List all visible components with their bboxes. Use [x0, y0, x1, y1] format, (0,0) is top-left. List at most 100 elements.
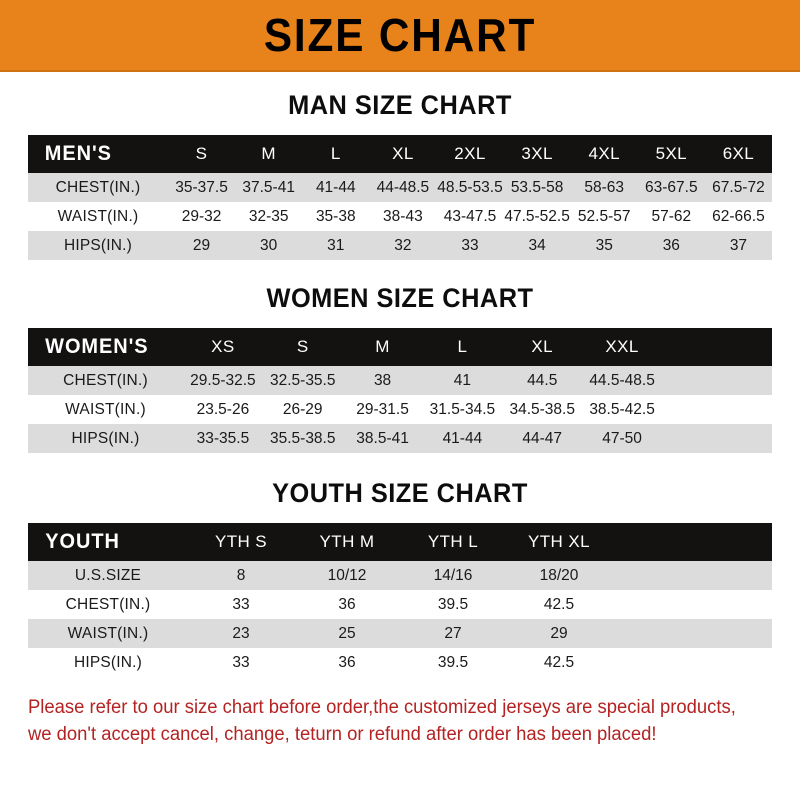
youth-col-header-s: YTH S: [214, 532, 268, 551]
men-chest-m: 37.5-41: [235, 173, 303, 202]
youth-table-header-row: YOUTH YTH S YTH M YTH L YTH XL: [28, 523, 772, 561]
men-col-header-m: M: [261, 144, 276, 163]
men-waist-3xl: 47.5-52.5: [503, 202, 571, 231]
women-hips-l: 41-44: [422, 424, 503, 453]
men-waist-4xl: 52.5-57: [570, 202, 638, 231]
note-line-1: Please refer to our size chart before or…: [28, 697, 736, 718]
men-waist-xl: 38-43: [369, 202, 437, 231]
women-chest-l: 41: [422, 366, 503, 395]
section-title-man: MAN SIZE CHART: [288, 90, 512, 120]
youth-col-header-m: YTH M: [319, 532, 375, 551]
men-col-header-5xl: 5XL: [655, 144, 688, 163]
women-chest-xs: 29.5-32.5: [183, 366, 263, 395]
women-hips-xl: 44-47: [502, 424, 583, 453]
youth-waist-filler: [612, 619, 772, 648]
women-col-header-xxl: XXL: [605, 337, 639, 356]
men-chest-4xl: 58-63: [570, 173, 638, 202]
women-col-header-l: L: [457, 337, 468, 356]
youth-chest-xl: 42.5: [506, 590, 612, 619]
women-header-filler: [662, 328, 772, 366]
men-col-header-xl: XL: [392, 144, 414, 163]
youth-hips-xl: 42.5: [506, 648, 612, 677]
women-col-header-xs: XS: [211, 337, 235, 356]
table-row: HIPS(IN.) 33 36 39.5 42.5: [28, 648, 772, 677]
women-col-header-s: S: [296, 337, 309, 356]
men-waist-l: 35-38: [302, 202, 370, 231]
table-row: CHEST(IN.) 29.5-32.5 32.5-35.5 38 41 44.…: [28, 366, 772, 395]
youth-row-label-chest: CHEST(IN.): [28, 590, 188, 619]
youth-chest-filler: [612, 590, 772, 619]
women-chest-xxl: 44.5-48.5: [582, 366, 662, 395]
men-chest-5xl: 63-67.5: [637, 173, 705, 202]
men-col-header-s: S: [195, 144, 208, 163]
men-waist-5xl: 57-62: [637, 202, 705, 231]
youth-ussize-m: 10/12: [294, 561, 400, 590]
men-waist-2xl: 43-47.5: [436, 202, 504, 231]
women-waist-xl: 34.5-38.5: [502, 395, 583, 424]
youth-col-header-xl: YTH XL: [528, 532, 590, 551]
women-col-header-m: M: [375, 337, 390, 356]
men-chest-l: 41-44: [302, 173, 370, 202]
women-chest-m: 38: [342, 366, 423, 395]
youth-header-filler: [612, 523, 772, 561]
men-row-label-waist: WAIST(IN.): [28, 202, 168, 231]
youth-hips-filler: [612, 648, 772, 677]
men-waist-6xl: 62-66.5: [704, 202, 772, 231]
note-line-2: we don't accept cancel, change, teturn o…: [28, 723, 657, 745]
women-waist-xs: 23.5-26: [183, 395, 263, 424]
women-waist-filler: [662, 395, 772, 424]
youth-ussize-xl: 18/20: [506, 561, 612, 590]
youth-ussize-filler: [612, 561, 772, 590]
women-hips-filler: [662, 424, 772, 453]
youth-hips-m: 36: [294, 648, 400, 677]
youth-chest-m: 36: [294, 590, 400, 619]
women-row-label-chest: CHEST(IN.): [28, 366, 183, 395]
table-row: CHEST(IN.) 35-37.5 37.5-41 41-44 44-48.5…: [28, 173, 772, 202]
women-chest-s: 32.5-35.5: [262, 366, 343, 395]
youth-waist-m: 25: [294, 619, 400, 648]
men-hips-xl: 32: [369, 231, 437, 260]
women-corner-label: WOMEN'S: [45, 335, 149, 358]
men-col-header-4xl: 4XL: [588, 144, 620, 163]
men-waist-m: 32-35: [235, 202, 303, 231]
men-chest-xl: 44-48.5: [369, 173, 437, 202]
women-hips-s: 35.5-38.5: [262, 424, 343, 453]
men-hips-2xl: 33: [436, 231, 504, 260]
men-hips-l: 31: [302, 231, 370, 260]
men-chest-s: 35-37.5: [168, 173, 236, 202]
women-size-table: WOMEN'S XS S M L XL XXL CHEST(IN.) 29.5-…: [28, 328, 772, 453]
table-row: WAIST(IN.) 23.5-26 26-29 29-31.5 31.5-34…: [28, 395, 772, 424]
men-row-label-chest: CHEST(IN.): [28, 173, 168, 202]
youth-row-label-ussize: U.S.SIZE: [28, 561, 188, 590]
men-waist-s: 29-32: [168, 202, 236, 231]
youth-hips-l: 39.5: [400, 648, 506, 677]
page-banner: SIZE CHART: [0, 0, 800, 72]
women-chest-filler: [662, 366, 772, 395]
men-hips-4xl: 35: [570, 231, 638, 260]
page-title: SIZE CHART: [263, 9, 537, 61]
women-hips-xxl: 47-50: [582, 424, 662, 453]
section-man: MAN SIZE CHART MEN'S S M L XL 2XL 3XL 4X…: [0, 90, 800, 260]
men-hips-3xl: 34: [503, 231, 571, 260]
women-hips-xs: 33-35.5: [183, 424, 263, 453]
men-chest-3xl: 53.5-58: [503, 173, 571, 202]
men-hips-6xl: 37: [704, 231, 772, 260]
women-waist-m: 29-31.5: [342, 395, 423, 424]
youth-hips-s: 33: [188, 648, 294, 677]
youth-ussize-l: 14/16: [400, 561, 506, 590]
men-chest-6xl: 67.5-72: [704, 173, 772, 202]
table-row: HIPS(IN.) 29 30 31 32 33 34 35 36 37: [28, 231, 772, 260]
men-col-header-2xl: 2XL: [454, 144, 486, 163]
women-col-header-xl: XL: [531, 337, 554, 356]
youth-ussize-s: 8: [188, 561, 294, 590]
section-women: WOMEN SIZE CHART WOMEN'S XS S M L XL XXL: [0, 283, 800, 453]
men-hips-s: 29: [168, 231, 236, 260]
men-size-table: MEN'S S M L XL 2XL 3XL 4XL 5XL 6XL CHEST…: [28, 135, 772, 260]
men-chest-2xl: 48.5-53.5: [436, 173, 504, 202]
men-table-header-row: MEN'S S M L XL 2XL 3XL 4XL 5XL 6XL: [28, 135, 772, 173]
youth-row-label-waist: WAIST(IN.): [28, 619, 188, 648]
women-waist-s: 26-29: [262, 395, 343, 424]
men-row-label-hips: HIPS(IN.): [28, 231, 168, 260]
table-row: WAIST(IN.) 29-32 32-35 35-38 38-43 43-47…: [28, 202, 772, 231]
